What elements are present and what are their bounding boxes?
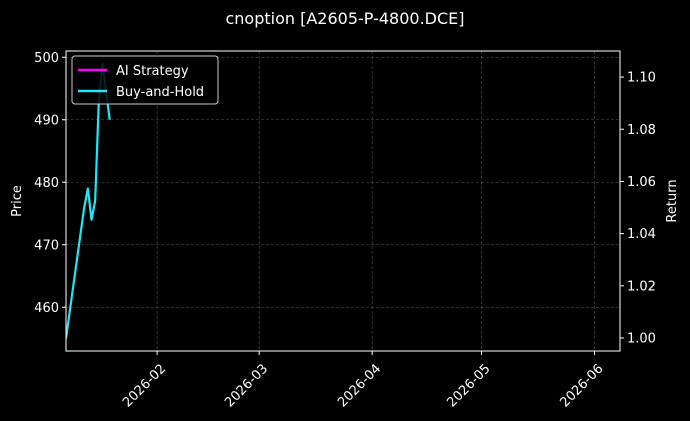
y2-tick-label: 1.02 [627, 279, 656, 294]
y2-tick-label: 1.08 [627, 123, 656, 138]
y2-tick-label: 1.00 [627, 331, 656, 346]
legend-label-ai-strategy: AI Strategy [116, 64, 189, 79]
chart-title: cnoption [A2605-P-4800.DCE] [225, 9, 464, 28]
y2-tick-label: 1.04 [627, 227, 656, 242]
y2-axis-label: Return [665, 179, 680, 222]
y-axis-left: 460 470 480 490 500 [34, 51, 66, 316]
legend: AI Strategy Buy-and-Hold [71, 55, 219, 105]
y-axis-right: 1.00 1.02 1.04 1.06 1.08 1.10 [620, 71, 656, 346]
y-tick-label: 460 [34, 301, 59, 316]
y-tick-label: 500 [34, 51, 59, 66]
y-axis-label: Price [10, 185, 25, 217]
y-tick-label: 470 [34, 238, 59, 253]
y2-tick-label: 1.06 [627, 175, 656, 190]
plot-frame [65, 50, 621, 352]
grid [66, 51, 620, 351]
y-tick-label: 490 [34, 113, 59, 128]
y2-tick-label: 1.10 [627, 71, 656, 86]
y-tick-label: 480 [34, 176, 59, 191]
legend-box [71, 55, 219, 105]
legend-label-buy-and-hold: Buy-and-Hold [116, 85, 204, 100]
